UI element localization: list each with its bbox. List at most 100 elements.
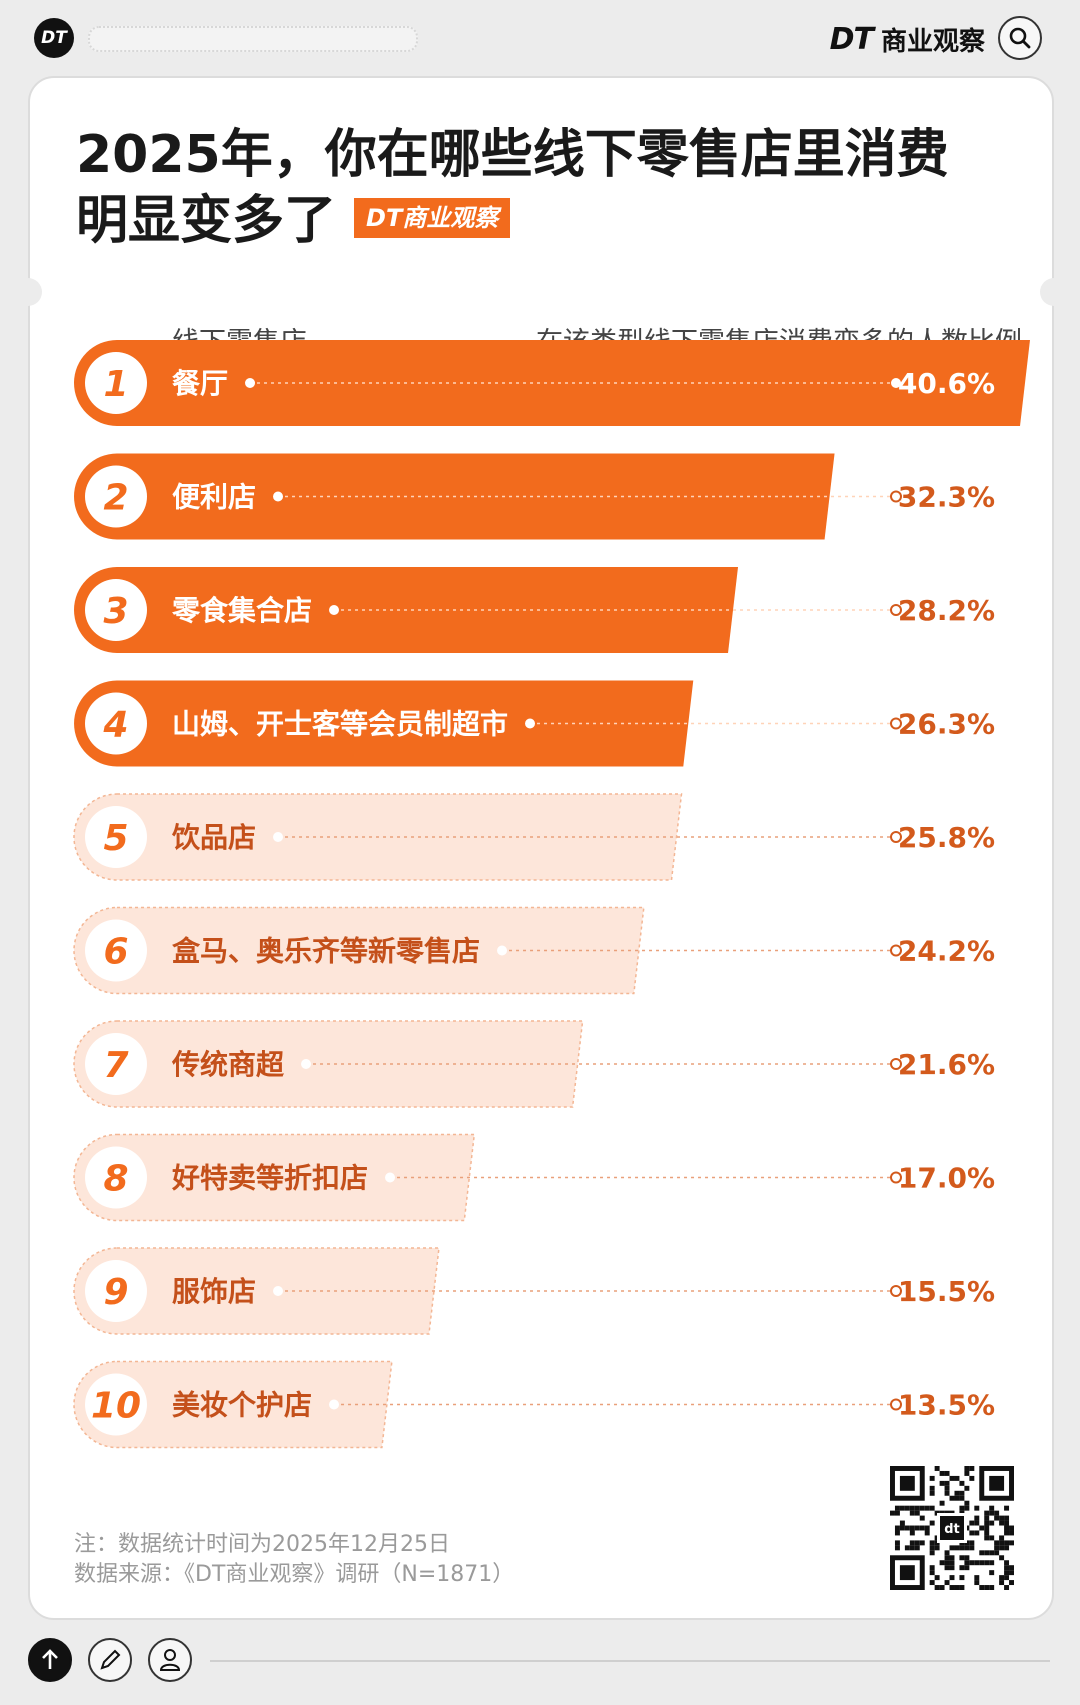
qr-module — [984, 1560, 990, 1566]
leader-dot-start-7 — [301, 1059, 312, 1069]
qr-module — [979, 1550, 985, 1556]
qr-module — [964, 1485, 970, 1491]
qr-module — [934, 1575, 940, 1581]
leader-dot-end-6 — [890, 944, 902, 957]
qr-module — [1009, 1580, 1014, 1586]
qr-module — [914, 1505, 920, 1511]
qr-module — [989, 1570, 995, 1576]
leader-dot-start-6 — [497, 945, 508, 956]
qr-module — [934, 1466, 940, 1471]
qr-module — [894, 1510, 900, 1516]
qr-module — [994, 1545, 1000, 1551]
qr-module — [924, 1530, 930, 1536]
value-label-4: 26.3% — [898, 708, 995, 741]
qr-module — [999, 1515, 1005, 1521]
category-label-4: 山姆、开士客等会员制超市 — [172, 708, 508, 741]
rank-circle-7 — [85, 1033, 147, 1095]
qr-module — [929, 1545, 935, 1551]
qr-module — [974, 1580, 980, 1586]
qr-module — [929, 1580, 935, 1586]
value-label-2: 32.3% — [898, 481, 995, 514]
search-button[interactable] — [998, 16, 1042, 60]
qr-module — [944, 1470, 950, 1476]
rank-label-8: 8 — [103, 1159, 128, 1200]
leader-dot-end-5 — [890, 831, 902, 843]
leader-dot-end-10 — [890, 1398, 902, 1411]
qr-module — [899, 1565, 915, 1581]
rank-circle-6 — [85, 919, 147, 982]
qr-module — [1009, 1565, 1014, 1571]
chart-notes: 注：数据统计时间为2025年12月25日 数据来源：《DT商业观察》调研（N=1… — [74, 1530, 514, 1590]
pencil-icon — [100, 1649, 121, 1670]
qr-module — [969, 1520, 975, 1526]
category-label-5: 饮品店 — [171, 821, 256, 854]
qr-module — [899, 1505, 905, 1511]
top-search-bar[interactable] — [88, 26, 418, 52]
leader-dot-start-9 — [273, 1286, 284, 1296]
qr-module — [969, 1466, 975, 1471]
search-icon — [1009, 27, 1031, 49]
dt-logo[interactable]: DT — [34, 18, 74, 58]
title-line-2: 明显变多了 — [76, 191, 337, 251]
brand-dt: DT — [829, 21, 874, 57]
qr-module — [890, 1510, 895, 1516]
rank-circle-5 — [85, 806, 147, 868]
qr-module — [964, 1500, 970, 1506]
qr-module — [974, 1560, 980, 1566]
qr-module — [989, 1560, 995, 1566]
qr-module — [964, 1470, 970, 1476]
bar-chart: 1 餐厅 40.6% 2 便利店 32.3% 3 零食集合店 28.2% 4 山姆、开士客等会员制超… — [73, 340, 1030, 1449]
category-label-1: 餐厅 — [172, 367, 228, 400]
title-brand-badge: DT商业观察 — [354, 198, 511, 238]
qr-module — [929, 1505, 935, 1511]
qr-module — [954, 1495, 960, 1501]
qr-module — [974, 1575, 980, 1581]
qr-module — [899, 1475, 915, 1491]
qr-module — [929, 1550, 935, 1556]
qr-module — [914, 1525, 920, 1531]
qr-module — [929, 1540, 935, 1546]
leader-dot-end-9 — [890, 1285, 902, 1297]
qr-module — [959, 1575, 965, 1581]
qr-module — [954, 1490, 960, 1496]
qr-module — [979, 1585, 985, 1590]
qr-module — [904, 1545, 910, 1551]
qr-module — [979, 1560, 985, 1566]
qr-module — [1004, 1530, 1010, 1536]
qr-module — [929, 1485, 935, 1491]
bar-4 — [74, 680, 694, 767]
chart-title: 2025年，你在哪些线下零售店里消费 明显变多了 DT商业观察 — [76, 122, 1006, 254]
profile-button[interactable] — [148, 1638, 192, 1682]
qr-module — [919, 1515, 925, 1521]
qr-module — [969, 1560, 975, 1566]
qr-module — [929, 1490, 935, 1496]
bottom-toolbar — [0, 1630, 1080, 1705]
qr-module — [944, 1485, 950, 1491]
rank-label-10: 10 — [91, 1386, 141, 1427]
rank-label-6: 6 — [103, 932, 128, 973]
edit-button[interactable] — [88, 1638, 132, 1682]
qr-module — [944, 1480, 950, 1486]
rank-circle-8 — [85, 1146, 147, 1209]
arrow-up-icon — [42, 1649, 58, 1669]
top-bar: DT DT 商业观察 — [0, 0, 1080, 80]
leader-dot-end-3 — [890, 604, 902, 616]
qr-module — [999, 1540, 1005, 1546]
qr-module — [954, 1475, 960, 1481]
qr-code[interactable]: dt — [890, 1466, 1014, 1590]
qr-module — [994, 1515, 1000, 1521]
qr-module — [939, 1560, 945, 1566]
qr-module — [989, 1520, 995, 1526]
scroll-top-button[interactable] — [28, 1638, 72, 1682]
qr-module — [949, 1475, 955, 1481]
user-icon — [159, 1649, 181, 1671]
qr-module — [939, 1470, 945, 1476]
qr-module — [949, 1555, 955, 1561]
qr-module — [969, 1530, 975, 1536]
qr-module — [944, 1560, 950, 1566]
qr-module — [984, 1525, 990, 1531]
qr-module — [989, 1535, 995, 1541]
qr-module — [919, 1525, 925, 1531]
category-label-9: 服饰店 — [172, 1275, 256, 1308]
qr-module — [1004, 1575, 1010, 1581]
